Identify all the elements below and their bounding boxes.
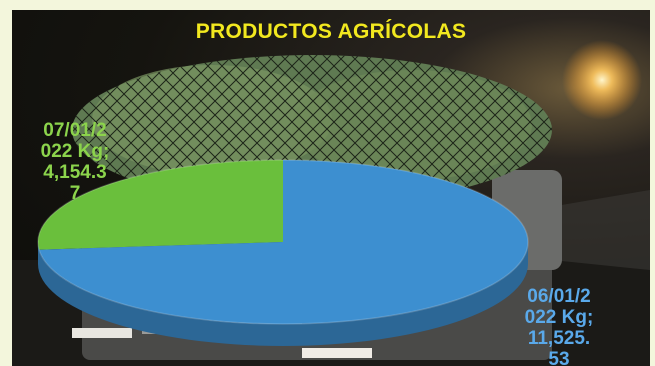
- chart-title: PRODUCTOS AGRÍCOLAS: [195, 20, 467, 43]
- data-label-line: 11,525.: [527, 328, 591, 349]
- pie-slice-1: [38, 160, 284, 250]
- pie-rim-highlight: [37, 159, 529, 325]
- data-label-line: 07/01/2: [43, 120, 107, 141]
- data-label-line: 022 Kg;: [524, 307, 594, 328]
- data-label-line: 4,154.3: [43, 162, 107, 183]
- data-label-line: 022 Kg;: [40, 141, 110, 162]
- street-light-glow: [562, 40, 642, 120]
- data-label-line: 53: [548, 349, 570, 366]
- pie-side-depth: [38, 242, 528, 346]
- background-photo: PRODUCTOS AGRÍCOLAS 07/01/2 022 Kg; 4,154.…: [12, 10, 650, 366]
- pie-slice-2: [39, 160, 529, 324]
- data-label-slice-1: 07/01/2 022 Kg; 4,154.3 7: [20, 120, 130, 204]
- data-label-slice-2: 06/01/2 022 Kg; 11,525. 53: [500, 286, 618, 366]
- data-label-line: 06/01/2: [527, 286, 591, 307]
- data-label-line: 7: [69, 183, 81, 204]
- pie-chart: [37, 159, 529, 346]
